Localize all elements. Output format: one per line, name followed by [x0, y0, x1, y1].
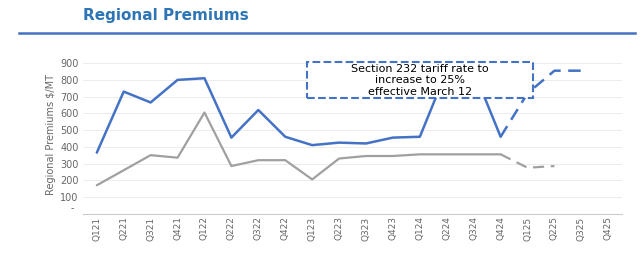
FancyBboxPatch shape — [307, 62, 533, 98]
Text: Regional Premiums: Regional Premiums — [83, 8, 249, 23]
Text: -: - — [71, 203, 74, 213]
Text: Section 232 tariff rate to
increase to 25%
effective March 12: Section 232 tariff rate to increase to 2… — [351, 64, 488, 97]
Y-axis label: Regional Premiums $/MT: Regional Premiums $/MT — [46, 74, 56, 195]
